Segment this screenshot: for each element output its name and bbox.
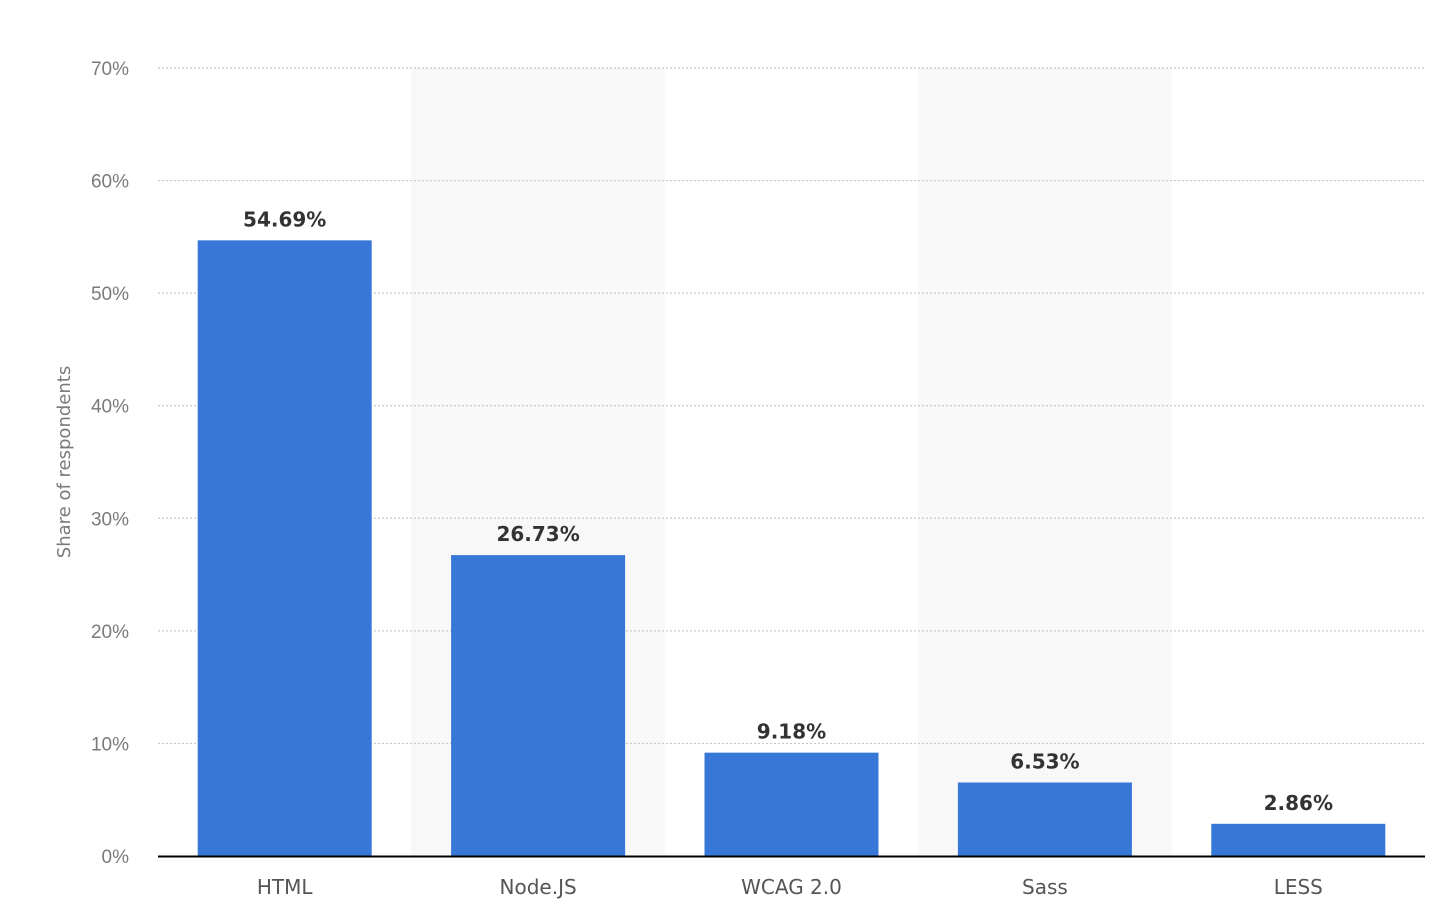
x-tick-label: Sass <box>1022 875 1068 899</box>
data-label: 6.53% <box>1010 749 1079 773</box>
bar <box>1211 823 1386 856</box>
y-axis-tick-labels: 0% 10% 20% 30% 40% 50% 60% 70% <box>91 59 129 868</box>
x-tick-label: LESS <box>1274 875 1323 899</box>
data-label: 26.73% <box>496 522 579 546</box>
background-band <box>918 68 1172 856</box>
y-tick-label: 60% <box>91 172 129 193</box>
y-tick-label: 20% <box>91 622 129 643</box>
x-tick-label: HTML <box>257 875 314 899</box>
y-tick-label: 10% <box>91 734 129 755</box>
data-label: 54.69% <box>243 207 326 231</box>
bar <box>957 782 1132 856</box>
x-axis-tick-labels: HTML Node.JS WCAG 2.0 Sass LESS <box>257 875 1323 899</box>
y-axis-title: Share of respondents <box>54 366 75 558</box>
y-tick-label: 30% <box>91 509 129 530</box>
gridlines <box>158 67 1425 745</box>
bar <box>197 240 372 856</box>
y-tick-label: 70% <box>91 59 129 80</box>
y-tick-label: 40% <box>91 397 129 418</box>
y-tick-label: 0% <box>102 847 130 868</box>
data-label: 9.18% <box>757 720 826 744</box>
x-tick-label: WCAG 2.0 <box>741 875 842 899</box>
y-tick-label: 50% <box>91 284 129 305</box>
bars <box>197 240 1386 856</box>
data-labels: 54.69% 26.73% 9.18% 6.53% 2.86% <box>243 207 1333 814</box>
bar <box>704 752 879 856</box>
x-tick-label: Node.JS <box>500 875 577 899</box>
bar <box>451 555 626 856</box>
data-label: 2.86% <box>1264 791 1333 815</box>
